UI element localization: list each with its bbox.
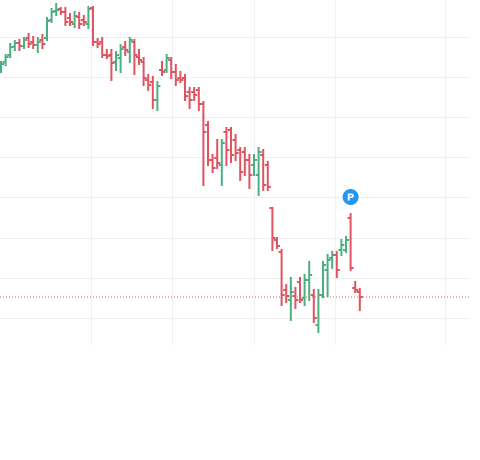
ohlc-bar	[232, 134, 239, 161]
ohlc-bar	[338, 239, 345, 256]
ohlc-bar	[214, 139, 221, 169]
ohlc-bar	[352, 281, 359, 293]
ohlc-bar	[108, 49, 115, 81]
ohlc-bar	[2, 54, 9, 66]
ohlc-bar	[278, 249, 285, 306]
ohlc-bar	[200, 101, 207, 186]
ohlc-bar	[195, 87, 202, 111]
ohlc-bar	[177, 71, 184, 83]
ohlc-bar	[324, 254, 331, 297]
ohlc-bar	[154, 81, 161, 111]
annotation-text: P	[347, 193, 354, 204]
ohlc-bar	[11, 40, 18, 51]
ohlc-bar	[76, 12, 83, 29]
ohlc-bar	[131, 39, 138, 75]
ohlc-bar	[228, 127, 234, 163]
ohlc-bar	[85, 6, 92, 29]
ohlc-bar	[264, 161, 271, 191]
ohlc-bar	[34, 37, 41, 53]
ohlc-bar	[255, 147, 262, 196]
ohlc-bar	[62, 7, 69, 26]
ohlc-bar	[356, 288, 363, 311]
ohlc-bar	[168, 57, 175, 79]
ohlc-bar	[67, 13, 73, 26]
ohlc-bar	[39, 34, 46, 49]
ohlc-bar	[251, 154, 257, 176]
ohlc-bar	[306, 261, 313, 301]
ohlc-bar	[347, 213, 354, 271]
ohlc-bar	[260, 149, 267, 191]
ohlc-bar	[117, 44, 124, 73]
ohlc-bar	[292, 287, 299, 309]
ohlc-bar	[7, 43, 14, 58]
ohlc-bar	[246, 154, 253, 189]
ohlc-bar	[21, 37, 27, 49]
ohlc-bar	[94, 38, 101, 48]
ohlc-bar	[287, 277, 294, 321]
ohlc-bar	[122, 41, 129, 56]
ohlc-bar	[186, 87, 193, 109]
ohlc-bar	[333, 251, 340, 278]
ohlc-bar	[269, 207, 276, 251]
ohlc-bar	[218, 139, 225, 186]
ohlc-bar	[209, 154, 216, 173]
ohlc-bar	[140, 57, 147, 86]
ohlc-bar	[343, 236, 349, 253]
ohlc-bar	[126, 37, 133, 63]
ohlc-bar	[310, 289, 317, 323]
ohlc-bar	[191, 87, 198, 101]
ohlc-bar	[283, 284, 290, 303]
ohlc-bar	[237, 147, 244, 181]
ohlc-bar	[172, 64, 179, 86]
ohlc-bar	[182, 74, 188, 101]
ohlc-bar	[149, 76, 156, 109]
ohlc-bar	[145, 74, 152, 91]
ohlc-bar	[223, 127, 230, 166]
ohlc-bar	[71, 11, 78, 28]
ohlc-bar	[0, 61, 4, 73]
ohlc-bar	[80, 15, 87, 26]
ohlc-bar	[274, 237, 280, 249]
ohlc-bar	[163, 54, 170, 73]
ohlc-bar	[25, 33, 32, 48]
ohlc-bar	[159, 61, 165, 76]
annotation-badge	[342, 189, 359, 205]
ohlc-bar	[90, 6, 96, 46]
ohlc-bar	[113, 51, 119, 71]
ohlc-bar	[136, 49, 142, 65]
ohlc-bar	[297, 277, 303, 303]
ohlc-bar	[320, 261, 326, 298]
